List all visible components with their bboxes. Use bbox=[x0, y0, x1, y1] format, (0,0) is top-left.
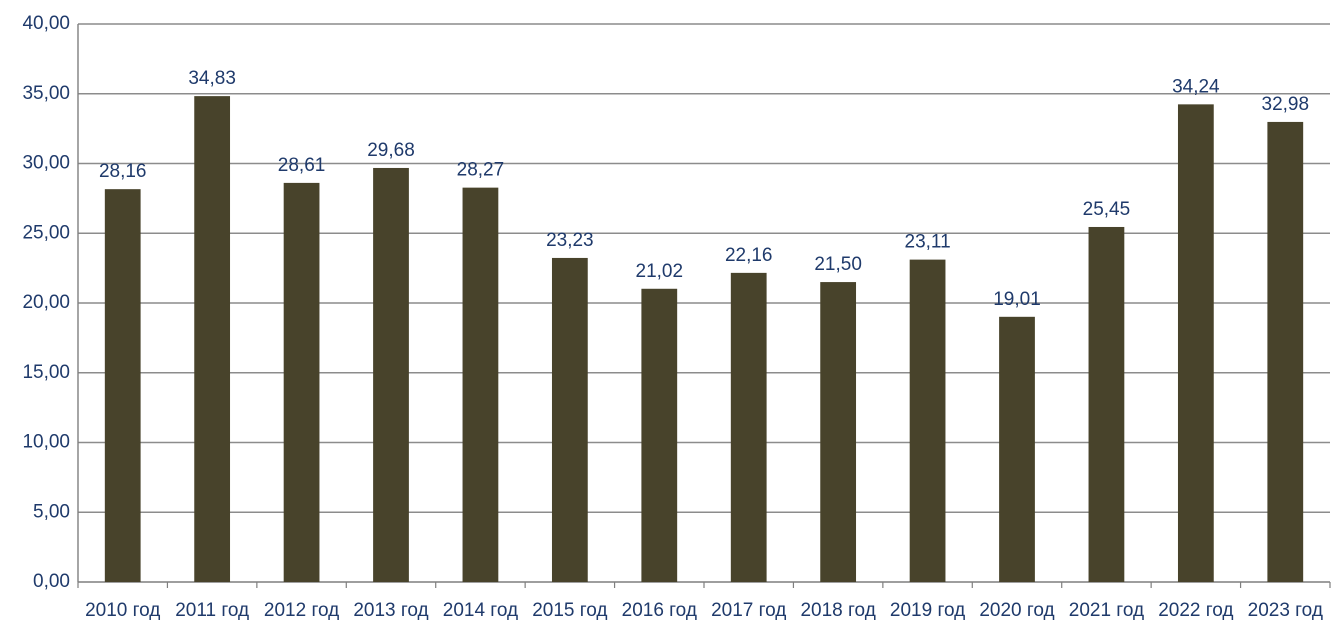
x-tick-label-7: 2017 год bbox=[711, 600, 786, 621]
data-label-6: 21,02 bbox=[636, 261, 684, 282]
y-tick-label-5: 25,00 bbox=[22, 222, 70, 243]
y-tick-label-0: 0,00 bbox=[33, 571, 70, 592]
y-tick-label-4: 20,00 bbox=[22, 292, 70, 313]
data-label-12: 34,24 bbox=[1172, 76, 1220, 97]
x-tick-label-2: 2012 год bbox=[264, 600, 339, 621]
data-label-0: 28,16 bbox=[99, 161, 147, 182]
bar-8 bbox=[820, 282, 857, 582]
bar-6 bbox=[641, 288, 678, 582]
y-tick-label-7: 35,00 bbox=[22, 83, 70, 104]
axes: 0,00 5,00 10,00 15,00 20,00 25,00 30,00 35,00 40… bbox=[22, 13, 1331, 621]
data-label-5: 23,23 bbox=[546, 230, 594, 251]
gridlines bbox=[78, 23, 1330, 513]
y-tick-label-8: 40,00 bbox=[22, 13, 70, 34]
x-tick-label-8: 2018 год bbox=[800, 600, 875, 621]
bar-0 bbox=[104, 189, 141, 582]
y-tick-label-1: 5,00 bbox=[33, 501, 70, 522]
x-tick-label-13: 2023 год bbox=[1248, 600, 1323, 621]
data-label-8: 21,50 bbox=[814, 254, 862, 275]
bar-3 bbox=[373, 167, 409, 583]
bar-5 bbox=[551, 257, 588, 582]
bar-2 bbox=[283, 182, 320, 582]
bars bbox=[104, 96, 1304, 583]
data-label-11: 25,45 bbox=[1083, 199, 1131, 220]
bar-4 bbox=[462, 187, 499, 583]
x-tick-label-1: 2011 год bbox=[175, 600, 249, 621]
x-tick-label-12: 2022 год bbox=[1158, 600, 1233, 621]
bar-12 bbox=[1177, 104, 1214, 583]
x-tick-label-5: 2015 год bbox=[532, 600, 607, 621]
y-tick-label-6: 30,00 bbox=[22, 153, 70, 174]
data-label-10: 19,01 bbox=[993, 289, 1041, 310]
data-label-3: 29,68 bbox=[367, 140, 415, 161]
data-label-13: 32,98 bbox=[1262, 94, 1310, 115]
data-label-1: 34,83 bbox=[188, 68, 236, 89]
data-label-7: 22,16 bbox=[725, 245, 773, 266]
x-tick-label-9: 2019 год bbox=[890, 600, 965, 621]
data-labels: 28,16 34,83 28,61 29,68 28,27 23,23 21,02 22,16… bbox=[99, 68, 1309, 310]
bar-1 bbox=[194, 96, 231, 583]
x-tick-label-10: 2020 год bbox=[979, 600, 1054, 621]
bar-13 bbox=[1267, 121, 1304, 582]
bar-11 bbox=[1088, 226, 1125, 582]
x-tick-label-11: 2021 год bbox=[1069, 600, 1144, 621]
y-tick-label-2: 10,00 bbox=[22, 432, 70, 453]
x-tick-label-6: 2016 год bbox=[622, 600, 697, 621]
data-label-9: 23,11 bbox=[905, 232, 951, 253]
bar-10 bbox=[999, 316, 1035, 582]
bar-7 bbox=[730, 272, 767, 582]
data-label-4: 28,27 bbox=[457, 160, 505, 181]
x-tick-label-3: 2013 год bbox=[353, 600, 428, 621]
x-tick-label-4: 2014 год bbox=[443, 600, 518, 621]
x-tick-label-0: 2010 год bbox=[85, 600, 160, 621]
bar-9 bbox=[909, 259, 946, 582]
data-label-2: 28,61 bbox=[278, 155, 326, 176]
y-tick-label-3: 15,00 bbox=[22, 362, 70, 383]
